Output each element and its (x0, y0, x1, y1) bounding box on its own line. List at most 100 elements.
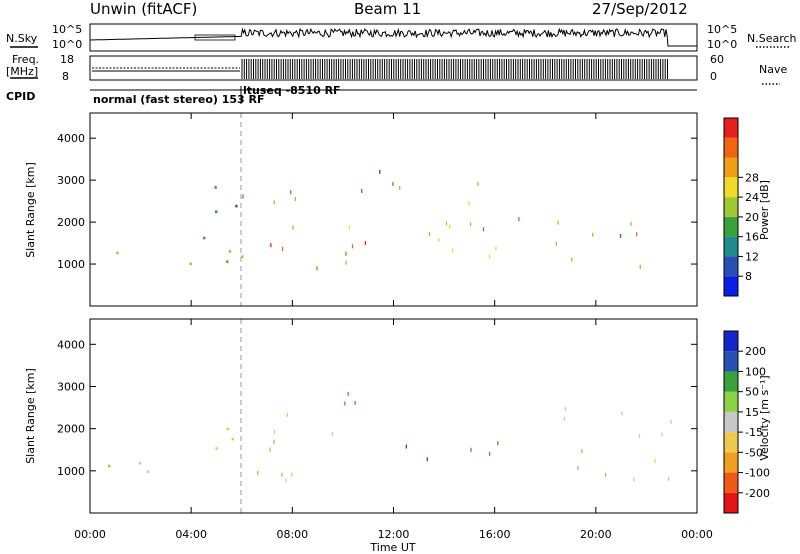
time-x-ticks: 00:00 04:00 08:00 12:00 16:00 20:00 00:00 (74, 113, 713, 541)
power-point (495, 246, 497, 251)
nave-label: Nave (759, 63, 787, 76)
power-colorbar-tick-label: 16 (745, 231, 759, 244)
power-point (452, 248, 454, 253)
nave-tick-low: 0 (710, 70, 717, 83)
power-colorbar-tick-label: 8 (745, 270, 752, 283)
y-tick-label: 4000 (57, 338, 85, 351)
velocity-y-ticks: 1000 2000 3000 4000 (57, 338, 697, 478)
power-point (470, 222, 472, 227)
velocity-scatter (108, 391, 672, 483)
velocity-point (661, 432, 663, 437)
power-point (488, 254, 491, 259)
freq-tick-low: 8 (62, 70, 69, 83)
x-tick-label: 20:00 (580, 528, 612, 541)
velocity-point (138, 462, 142, 465)
velocity-point (347, 391, 349, 396)
power-point (555, 241, 557, 246)
freq-panel-frame (89, 55, 698, 81)
velocity-point (231, 437, 234, 441)
velocity-point (286, 412, 288, 417)
power-colorbar-label: Power [dB] (758, 180, 771, 240)
velocity-point (621, 411, 623, 416)
power-panel-frame (89, 112, 698, 307)
power-point (399, 185, 401, 190)
freq-nave-trace (92, 59, 668, 79)
power-point (571, 257, 573, 262)
velocity-colorbar-label: Velocity [m s⁻¹] (758, 375, 771, 460)
power-y-axis-label: Slant Range [km] (24, 162, 37, 258)
cpid-label: CPID (6, 90, 35, 103)
power-point (273, 200, 275, 205)
velocity-point (281, 472, 283, 477)
power-point (445, 221, 448, 226)
noise-search-box (194, 34, 236, 41)
power-point (557, 220, 559, 225)
power-point (316, 266, 318, 271)
velocity-point (344, 401, 346, 406)
velocity-point (470, 447, 472, 452)
x-tick-label: 08:00 (276, 528, 308, 541)
velocity-colorbar-tick-label: -100 (745, 467, 770, 480)
velocity-point (273, 429, 276, 434)
velocity-colorbar-tick-label: -50 (745, 446, 763, 459)
power-point (348, 225, 351, 230)
power-colorbar-frame (723, 117, 739, 297)
noise-trace (89, 27, 697, 47)
velocity-point (269, 447, 271, 452)
velocity-colorbar-frame (723, 330, 739, 514)
velocity-colorbar-tick-label: -15 (745, 426, 763, 439)
velocity-point (497, 441, 499, 446)
power-point (226, 260, 229, 263)
power-point (449, 224, 451, 229)
noise-tick-low-right: 10^0 (707, 38, 737, 51)
power-colorbar-tick-label: 28 (745, 171, 759, 184)
freq-tick-high: 18 (60, 53, 74, 66)
power-colorbar-swatch (724, 276, 738, 296)
power-colorbar-swatch (724, 197, 738, 217)
freq-label: Freq. (12, 53, 39, 66)
velocity-colorbar-tick-label: -200 (745, 487, 770, 500)
y-tick-label: 1000 (57, 258, 85, 271)
velocity-point (670, 419, 672, 424)
power-point (518, 217, 520, 222)
power-point (619, 233, 622, 238)
velocity-point (257, 470, 259, 475)
velocity-colorbar-swatch (724, 472, 738, 493)
power-point (345, 260, 347, 265)
velocity-y-axis-label: Slant Range [km] (24, 368, 37, 464)
velocity-colorbar-swatch (724, 331, 738, 352)
velocity-point (426, 457, 428, 462)
power-point (235, 204, 238, 208)
velocity-colorbar-tick-label: 50 (745, 386, 759, 399)
nsky-label: N.Sky (6, 32, 38, 45)
velocity-colorbar: -200 -100 -50 -15 15 50 100 200 (723, 330, 770, 514)
velocity-point (291, 472, 293, 477)
y-tick-label: 4000 (57, 132, 85, 145)
power-point (290, 190, 292, 195)
noise-tick-low-left: 10^0 (52, 38, 82, 51)
y-tick-label: 3000 (57, 380, 85, 393)
power-point (379, 169, 381, 174)
noise-tick-high-left: 10^5 (52, 23, 82, 36)
velocity-point (581, 449, 583, 453)
power-colorbar-swatch (724, 216, 738, 237)
velocity-point (668, 476, 670, 481)
power-point (592, 232, 594, 237)
nsearch-label: N.Search (747, 32, 797, 45)
power-scatter (116, 169, 641, 271)
velocity-point (654, 458, 656, 463)
power-y-ticks: 1000 2000 3000 4000 (57, 132, 697, 271)
power-point (351, 244, 354, 249)
cpid-mode-normal: normal (fast stereo) 153 RF (93, 93, 265, 106)
power-point (294, 197, 296, 202)
power-point (281, 247, 284, 252)
velocity-colorbar-swatch (724, 351, 738, 372)
plot-title: Unwin (fitACF) (90, 0, 197, 18)
power-point (270, 243, 272, 248)
cpid-mode-ltuseq: ltuseq -8510 RF (243, 84, 341, 97)
velocity-colorbar-swatch (724, 411, 738, 433)
power-point (392, 182, 394, 186)
noise-panel-frame (89, 23, 698, 52)
x-tick-label: 00:00 (681, 528, 713, 541)
x-tick-label: 12:00 (378, 528, 410, 541)
